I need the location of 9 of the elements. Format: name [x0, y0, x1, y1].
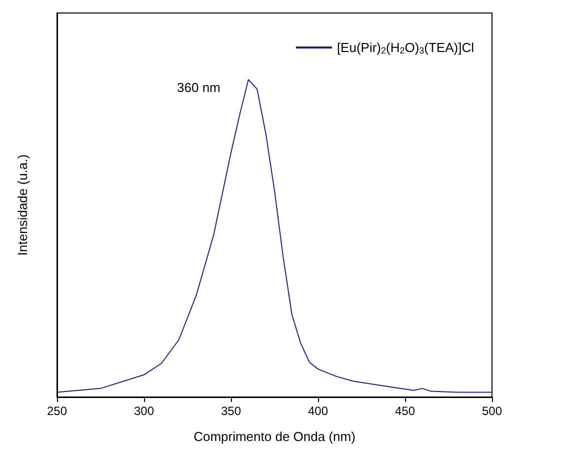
x-tick-label: 500 — [482, 404, 502, 418]
x-tick-label: 350 — [220, 404, 242, 418]
y-axis-title: Intensidade (u.a.) — [15, 154, 30, 256]
annotation: 360 nm — [177, 80, 220, 96]
x-axis-title: Comprimento de Onda (nm) — [194, 429, 356, 444]
x-tick-label: 250 — [46, 404, 68, 418]
x-tick-label: 400 — [308, 404, 328, 418]
x-tick-label: 300 — [134, 404, 154, 418]
x-tick-label: 450 — [394, 404, 416, 418]
